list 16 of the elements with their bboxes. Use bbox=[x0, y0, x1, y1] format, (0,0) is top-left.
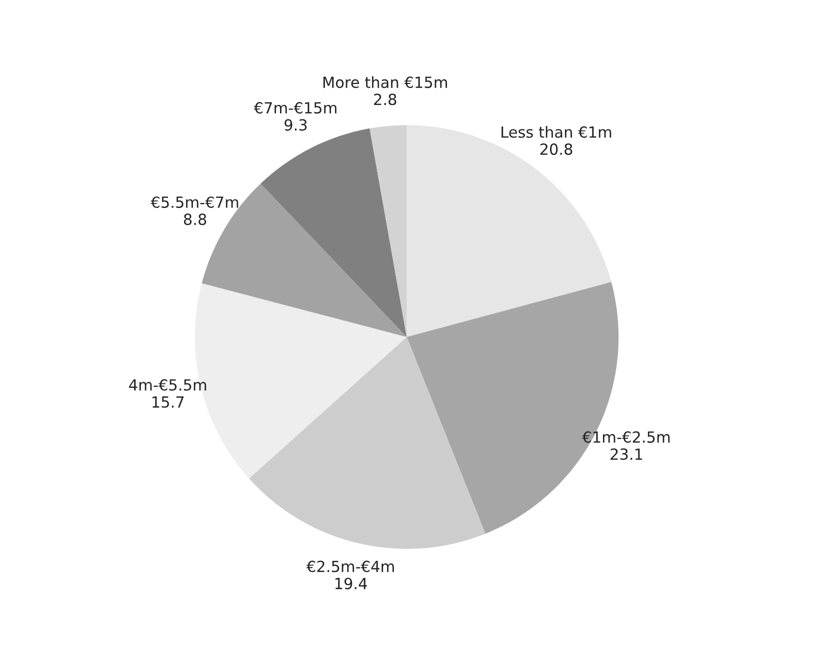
pie-slice bbox=[370, 125, 407, 337]
data-label: 8.8 bbox=[184, 214, 206, 226]
slice-label: €7m-€15m bbox=[254, 102, 336, 114]
data-label: 19.4 bbox=[335, 578, 367, 590]
slice-label: €1m-€2.5m bbox=[582, 431, 670, 443]
slice-label: More than €15m bbox=[323, 76, 447, 88]
slice-label: €2.5m-€4m bbox=[306, 560, 394, 572]
pie-slice bbox=[249, 336, 486, 549]
data-label: 9.3 bbox=[284, 119, 307, 131]
slice-label: Less than €1m bbox=[502, 126, 612, 138]
data-label: 23.1 bbox=[610, 448, 642, 460]
data-label: 20.8 bbox=[540, 143, 572, 155]
data-label: 2.8 bbox=[374, 94, 396, 106]
data-label: 15.7 bbox=[152, 396, 184, 408]
slice-label: 4m-€5.5m bbox=[129, 379, 206, 391]
slice-label: €5.5m-€7m bbox=[150, 196, 238, 208]
